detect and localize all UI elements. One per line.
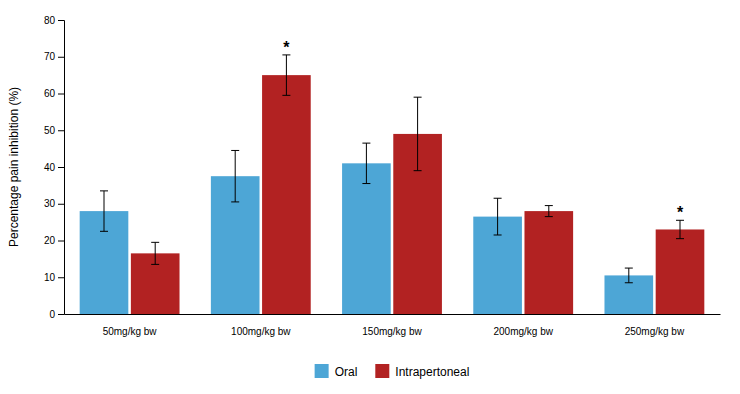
error-bar-line xyxy=(417,97,418,171)
plot-area xyxy=(80,55,705,314)
y-axis: 0 10 20 30 40 50 60 70 80 xyxy=(44,15,65,320)
tick-label: 200mg/kg bw xyxy=(493,326,553,337)
error-bar-cap xyxy=(282,95,290,96)
error-bar xyxy=(676,220,684,238)
legend-swatch xyxy=(375,364,389,378)
error-bar-cap xyxy=(100,231,108,232)
tick-label: 10 xyxy=(44,272,56,283)
tick-label: 100mg/kg bw xyxy=(231,326,291,337)
tick-mark xyxy=(58,130,64,131)
tick-label: 70 xyxy=(44,51,56,62)
error-bar-cap xyxy=(151,242,159,243)
tick: 100mg/kg bw xyxy=(231,326,291,337)
tick-label: 60 xyxy=(44,88,56,99)
tick-label: 150mg/kg bw xyxy=(362,326,422,337)
bar xyxy=(342,163,391,314)
legend-item: Intrapertoneal xyxy=(375,364,469,379)
error-bar-cap xyxy=(414,170,422,171)
tick: 60 xyxy=(44,88,64,99)
tick-mark xyxy=(58,57,64,58)
error-bar-line xyxy=(235,150,236,201)
error-bar xyxy=(625,268,633,283)
tick: 0 xyxy=(49,309,64,320)
tick-mark xyxy=(58,314,64,315)
tick-label: 50mg/kg bw xyxy=(103,326,158,337)
error-bar-cap xyxy=(362,183,370,184)
error-bar-cap xyxy=(362,143,370,144)
error-bar-cap xyxy=(100,190,108,191)
error-bar-cap xyxy=(414,97,422,98)
error-bar-cap xyxy=(625,268,633,269)
tick: 10 xyxy=(44,272,64,283)
legend: Oral Intrapertoneal xyxy=(315,364,470,379)
chart: 0 10 20 30 40 50 60 70 80 50mg/kg bw 100mg/kg bw 15… xyxy=(0,0,740,394)
bar xyxy=(524,211,573,314)
error-bar-cap xyxy=(625,282,633,283)
tick: 70 xyxy=(44,51,64,62)
tick-label: 30 xyxy=(44,198,56,209)
tick-label: 20 xyxy=(44,235,56,246)
tick-mark xyxy=(58,94,64,95)
tick: 50mg/kg bw xyxy=(103,326,158,337)
tick: 250mg/kg bw xyxy=(625,326,685,337)
error-bar xyxy=(231,150,239,201)
error-bar-line xyxy=(548,206,549,217)
legend-label: Intrapertoneal xyxy=(395,365,469,379)
error-bar xyxy=(282,55,290,95)
error-bar-cap xyxy=(151,264,159,265)
error-bar-cap xyxy=(494,198,502,199)
tick-label: 250mg/kg bw xyxy=(625,326,685,337)
annotation: * xyxy=(283,39,290,56)
tick-mark xyxy=(58,20,64,21)
tick-label: 50 xyxy=(44,125,56,136)
tick: 200mg/kg bw xyxy=(493,326,553,337)
error-bar-line xyxy=(628,268,629,283)
legend-swatch xyxy=(315,364,329,378)
error-bar-line xyxy=(155,242,156,264)
error-bar xyxy=(362,143,370,183)
y-axis-title: Percentage pain inhibition (%) xyxy=(7,87,21,247)
legend-label: Oral xyxy=(335,365,358,379)
tick-label: 80 xyxy=(44,15,56,26)
axis-line xyxy=(58,21,65,315)
tick: 150mg/kg bw xyxy=(362,326,422,337)
error-bar-cap xyxy=(545,205,553,206)
tick-mark xyxy=(58,167,64,168)
error-bar-line xyxy=(286,55,287,95)
tick-mark xyxy=(58,277,64,278)
error-bar xyxy=(100,191,108,231)
bar-series xyxy=(80,143,653,314)
error-bar-cap xyxy=(231,201,239,202)
error-bar xyxy=(545,206,553,217)
error-bar-line xyxy=(680,220,681,238)
x-axis: 50mg/kg bw 100mg/kg bw 150mg/kg bw 200mg/kg… xyxy=(65,315,721,338)
error-bar-cap xyxy=(231,150,239,151)
bar-series xyxy=(131,55,704,314)
tick: 80 xyxy=(44,15,64,26)
annotation: * xyxy=(677,204,684,221)
tick-label: 0 xyxy=(49,309,55,320)
tick-mark xyxy=(58,241,64,242)
error-bar xyxy=(151,242,159,264)
error-bar xyxy=(414,97,422,171)
error-bar-cap xyxy=(545,216,553,217)
tick-label: 40 xyxy=(44,162,56,173)
error-bar-line xyxy=(497,198,498,235)
axis-line xyxy=(65,314,721,315)
error-bar xyxy=(494,198,502,235)
tick: 50 xyxy=(44,125,64,136)
error-bar-cap xyxy=(494,234,502,235)
bar xyxy=(656,229,705,314)
error-bar-line xyxy=(366,143,367,183)
bar xyxy=(262,75,311,314)
legend-item: Oral xyxy=(315,364,358,379)
tick-mark xyxy=(58,204,64,205)
error-bar-cap xyxy=(676,238,684,239)
tick: 20 xyxy=(44,235,64,246)
tick: 40 xyxy=(44,162,64,173)
tick: 30 xyxy=(44,198,64,209)
annotations: ** xyxy=(283,39,684,221)
error-bar-line xyxy=(104,191,105,231)
